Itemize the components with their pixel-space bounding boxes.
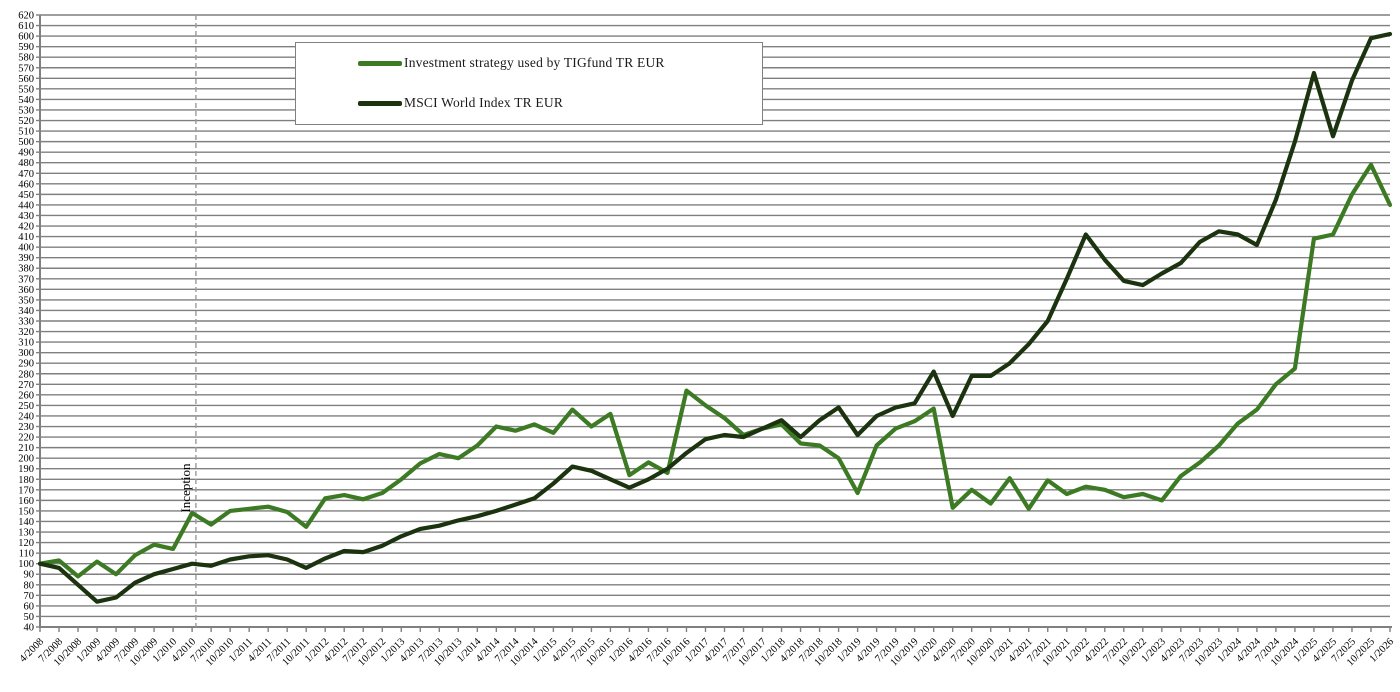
y-axis-label: 310 [18, 338, 34, 349]
y-axis-label: 130 [18, 528, 34, 539]
y-axis-label: 160 [18, 496, 34, 507]
y-axis-label: 410 [18, 232, 34, 243]
y-axis-label: 280 [18, 369, 34, 380]
y-axis-label: 600 [18, 32, 34, 43]
y-axis-label: 300 [18, 348, 34, 359]
legend-label-msci: MSCI World Index TR EUR [404, 95, 564, 110]
y-axis-label: 340 [18, 306, 34, 317]
y-axis-label: 360 [18, 285, 34, 296]
y-axis-label: 470 [18, 169, 34, 180]
y-axis-label: 530 [18, 105, 34, 116]
y-axis-label: 440 [18, 200, 34, 211]
y-axis-label: 260 [18, 390, 34, 401]
y-axis-label: 540 [18, 95, 34, 106]
legend-item-msci-world: MSCI World Index TR EUR [358, 94, 563, 112]
y-axis-label: 220 [18, 433, 34, 444]
y-axis-label: 40 [24, 623, 35, 634]
y-axis-label: 240 [18, 411, 34, 422]
y-axis-label: 350 [18, 295, 34, 306]
y-axis-label: 370 [18, 274, 34, 285]
y-axis-label: 390 [18, 253, 34, 264]
y-axis-label: 480 [18, 158, 34, 169]
y-axis-label: 460 [18, 179, 34, 190]
y-axis-label: 180 [18, 475, 34, 486]
y-axis-label: 210 [18, 443, 34, 454]
series-line-tigfund-strategy [37, 162, 1393, 579]
y-axis-label: 200 [18, 454, 34, 465]
y-axis-label: 230 [18, 422, 34, 433]
y-axis-label: 80 [24, 580, 35, 591]
chart-legend: Investment strategy used by TIGfund TR E… [295, 42, 763, 125]
y-axis-label: 450 [18, 190, 34, 201]
y-axis-label: 400 [18, 243, 34, 254]
y-axis-label: 610 [18, 21, 34, 32]
y-axis-label: 270 [18, 380, 34, 391]
y-axis-label: 120 [18, 538, 34, 549]
y-axis-label: 60 [24, 601, 35, 612]
y-axis-label: 580 [18, 53, 34, 64]
series-line-msci-world [37, 31, 1393, 604]
y-axis-label: 380 [18, 264, 34, 275]
y-axis-label: 420 [18, 222, 34, 233]
y-axis-label: 190 [18, 464, 34, 475]
y-axis-label: 50 [24, 612, 35, 623]
inception-label: Inception [178, 463, 193, 513]
y-axis-label: 520 [18, 116, 34, 127]
legend-item-tigfund-strategy: Investment strategy used by TIGfund TR E… [358, 54, 665, 72]
legend-line-swatch-msci [358, 100, 402, 106]
y-axis-label: 100 [18, 559, 34, 570]
y-axis-label: 70 [24, 591, 35, 602]
y-axis-label: 330 [18, 317, 34, 328]
legend-label-strategy: Investment strategy used by TIGfund TR E… [404, 55, 665, 70]
y-axis-label: 140 [18, 517, 34, 528]
y-axis-label: 510 [18, 127, 34, 138]
y-axis-label: 500 [18, 137, 34, 148]
y-axis-label: 570 [18, 63, 34, 74]
y-axis-label: 170 [18, 485, 34, 496]
y-axis-label: 490 [18, 148, 34, 159]
y-axis-label: 590 [18, 42, 34, 53]
y-axis-label: 560 [18, 74, 34, 85]
y-axis-label: 150 [18, 506, 34, 517]
y-axis-label: 290 [18, 359, 34, 370]
y-axis-label: 90 [24, 570, 35, 581]
y-axis-label: 550 [18, 84, 34, 95]
y-axis-label: 320 [18, 327, 34, 338]
y-axis-label: 620 [18, 11, 34, 22]
y-axis-label: 430 [18, 211, 34, 222]
legend-line-swatch-strategy [358, 60, 402, 66]
y-axis-label: 250 [18, 401, 34, 412]
y-axis-label: 110 [19, 549, 34, 560]
